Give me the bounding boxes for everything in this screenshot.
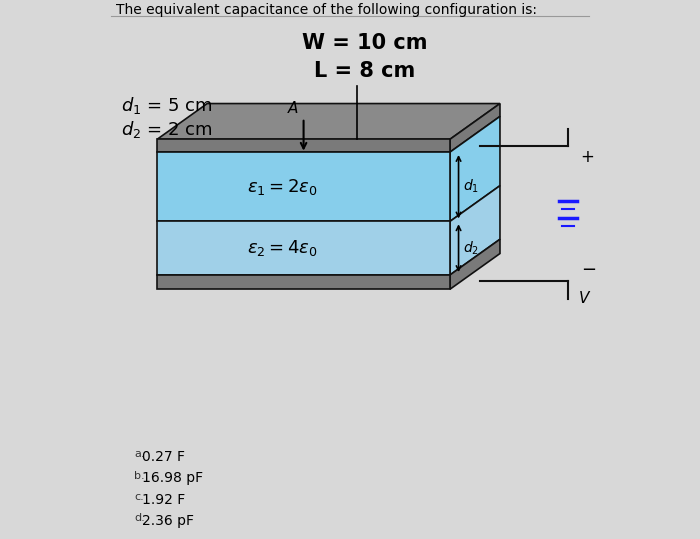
Text: V: V — [579, 291, 589, 306]
Polygon shape — [158, 139, 450, 152]
Polygon shape — [450, 185, 500, 275]
Text: +: + — [581, 148, 594, 166]
Text: 0.27 F: 0.27 F — [142, 450, 186, 464]
Polygon shape — [450, 239, 500, 289]
Text: $\varepsilon_1 = 2\varepsilon_0$: $\varepsilon_1 = 2\varepsilon_0$ — [247, 177, 318, 197]
Circle shape — [122, 452, 132, 462]
Text: 1.92 F: 1.92 F — [142, 493, 186, 507]
Text: b.: b. — [134, 471, 145, 481]
Text: a.: a. — [134, 449, 145, 459]
Polygon shape — [158, 152, 450, 222]
Circle shape — [122, 473, 132, 483]
Text: W = 10 cm: W = 10 cm — [302, 33, 427, 53]
Text: $\varepsilon_2 = 4\varepsilon_0$: $\varepsilon_2 = 4\varepsilon_0$ — [247, 238, 318, 258]
Text: $d_2$ = 2 cm: $d_2$ = 2 cm — [122, 120, 213, 141]
Text: c.: c. — [134, 492, 144, 502]
Polygon shape — [158, 103, 500, 139]
Text: $d_1$: $d_1$ — [463, 178, 479, 196]
Circle shape — [122, 516, 132, 526]
Text: The equivalent capacitance of the following configuration is:: The equivalent capacitance of the follow… — [116, 3, 537, 17]
Circle shape — [122, 495, 132, 505]
Polygon shape — [450, 103, 500, 152]
Polygon shape — [158, 275, 450, 289]
Text: d.: d. — [134, 514, 145, 523]
Polygon shape — [450, 116, 500, 222]
Text: 2.36 pF: 2.36 pF — [142, 514, 194, 528]
Text: −: − — [581, 261, 596, 279]
Text: $d_1$ = 5 cm: $d_1$ = 5 cm — [122, 95, 213, 116]
Text: A: A — [288, 101, 298, 116]
Text: L = 8 cm: L = 8 cm — [314, 61, 415, 81]
Text: $d_2$: $d_2$ — [463, 239, 479, 257]
Text: 16.98 pF: 16.98 pF — [142, 472, 203, 486]
Polygon shape — [158, 222, 450, 275]
